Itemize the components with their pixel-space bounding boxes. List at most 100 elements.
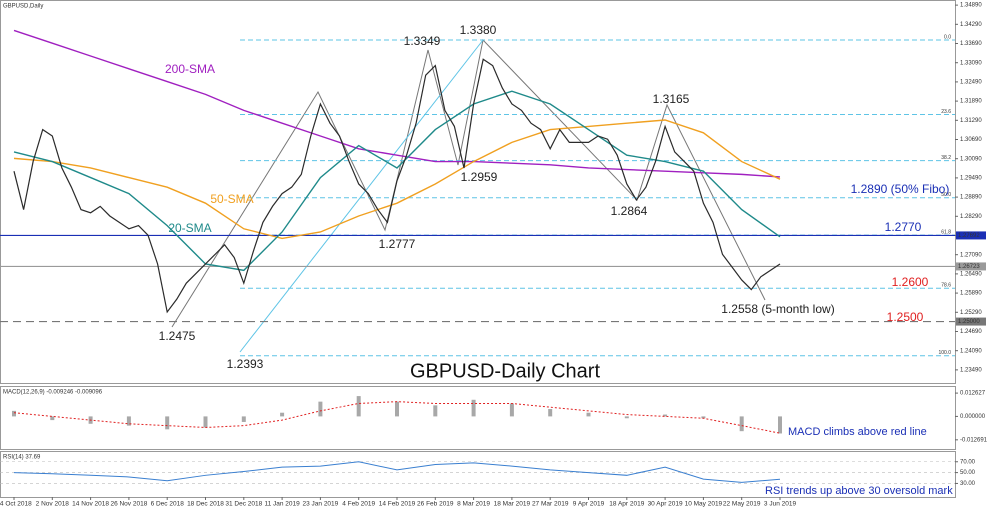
macd-bar <box>280 412 285 417</box>
rsi-panel <box>0 451 956 498</box>
x-tick-label: 18 Apr 2019 <box>609 501 644 508</box>
annotation: 1.2600 <box>892 275 929 289</box>
rsi-line <box>13 461 781 483</box>
y-tick-label: 1.31890 <box>960 99 982 105</box>
fib-anchor-line <box>239 39 484 353</box>
signal-line <box>13 401 781 434</box>
y-tick-label: 1.24690 <box>960 329 982 335</box>
fib-label: 0.0 <box>944 34 951 40</box>
x-tick-label: 18 Dec 2018 <box>187 501 224 508</box>
y-tick-label: 1.30090 <box>960 156 982 162</box>
annotation: 20-SMA <box>168 221 211 235</box>
y-tick-label: 1.33090 <box>960 60 982 66</box>
rsi-title: RSI(14) 37.69 <box>3 455 41 461</box>
x-tick-label: 27 Mar 2019 <box>532 501 569 508</box>
annotation: 1.2864 <box>611 204 648 218</box>
annotation: 1.2770 <box>885 220 922 234</box>
y-tick-label: 1.30690 <box>960 137 982 143</box>
y-tick-label: 50.00 <box>960 470 976 476</box>
macd-bar <box>624 416 629 419</box>
x-tick-label: 23 Jan 2019 <box>303 501 339 508</box>
x-tick-label: 26 Feb 2019 <box>417 501 454 508</box>
rsi-annotation: RSI trends up above 30 oversold mark <box>765 485 953 497</box>
y-tick-label: 1.34890 <box>960 3 982 9</box>
x-tick-label: 6 Dec 2018 <box>151 501 185 508</box>
y-tick-label: 0.000000 <box>960 414 986 420</box>
macd-bar <box>356 396 361 417</box>
x-tick-label: 2 Nov 2018 <box>36 501 70 508</box>
level-badge <box>956 262 986 271</box>
x-tick-label: 30 Apr 2019 <box>648 501 683 508</box>
x-tick-label: 18 Mar 2019 <box>494 501 531 508</box>
annotation: 1.2393 <box>227 357 264 371</box>
annotation: 1.2558 (5-month low) <box>721 302 834 316</box>
level-badge <box>956 231 986 240</box>
annotation: 50-SMA <box>210 192 253 206</box>
macd-bar <box>318 401 323 417</box>
macd-bar <box>12 410 16 417</box>
annotation: 1.2959 <box>461 170 498 184</box>
macd-bar <box>778 416 782 434</box>
y-tick-label: 30.00 <box>960 481 976 487</box>
y-tick-label: 1.34290 <box>960 22 982 28</box>
macd-bar <box>663 414 668 417</box>
annotation: 1.2890 (50% Fibo) <box>851 182 950 196</box>
macd-bar <box>548 409 553 417</box>
x-tick-label: 26 Nov 2018 <box>110 501 147 508</box>
macd-panel <box>0 386 956 450</box>
annotation: 1.2475 <box>159 329 196 343</box>
annotation: 1.2777 <box>379 237 416 251</box>
macd-bar <box>241 416 246 422</box>
moving-average <box>13 119 781 240</box>
macd-bar <box>471 399 476 417</box>
level-badge-label: 1.25000 <box>958 319 980 325</box>
y-tick-label: 1.28890 <box>960 195 982 201</box>
price-panel <box>0 0 956 384</box>
x-tick-label: 14 Feb 2019 <box>379 501 416 508</box>
level-badge-label: 1.27692 <box>958 233 980 239</box>
chart-title: GBPUSD-Daily Chart <box>410 360 600 382</box>
macd-bar <box>739 416 744 432</box>
y-tick-label: 1.28290 <box>960 214 982 220</box>
fib-label: 50.0 <box>941 192 951 198</box>
y-tick-label: 1.23490 <box>960 367 982 373</box>
macd-bar <box>701 416 706 419</box>
macd-bar <box>509 403 514 417</box>
moving-average <box>13 90 781 272</box>
x-tick-label: 31 Dec 2018 <box>225 501 262 508</box>
y-tick-label: 70.00 <box>960 459 976 465</box>
x-tick-label: 11 Jan 2019 <box>264 501 300 508</box>
y-tick-label: 1.29490 <box>960 175 982 181</box>
macd-bar <box>165 416 170 430</box>
y-tick-label: 1.32490 <box>960 79 982 85</box>
x-tick-label: 3 Jun 2019 <box>764 501 797 508</box>
y-tick-label: 1.25290 <box>960 310 982 316</box>
macd-bar <box>203 416 208 428</box>
chart-subtitle: GBPUSD,Daily <box>3 4 43 10</box>
y-tick-label: 0.012627 <box>960 391 986 397</box>
y-tick-label: 1.27090 <box>960 252 982 258</box>
level-badge <box>956 317 986 326</box>
price-line <box>13 58 781 314</box>
y-tick-label: 1.24090 <box>960 348 982 354</box>
fib-label: 61.8 <box>941 230 951 236</box>
fib-label: 38.2 <box>941 155 951 161</box>
macd-bar <box>586 412 591 417</box>
y-tick-label: 1.25890 <box>960 291 982 297</box>
y-tick-label: -0.012691 <box>960 437 988 443</box>
x-tick-label: 22 May 2019 <box>723 501 761 508</box>
macd-bar <box>395 401 399 417</box>
macd-bar <box>126 416 131 426</box>
fib-label: 78.6 <box>941 283 951 289</box>
y-tick-label: 1.26490 <box>960 271 982 277</box>
annotation: 200-SMA <box>165 62 215 76</box>
fib-label: 100.0 <box>938 350 951 356</box>
x-tick-label: 8 Mar 2019 <box>457 501 490 508</box>
annotation: 1.3349 <box>404 34 441 48</box>
y-tick-label: 1.31290 <box>960 118 982 124</box>
macd-title: MACD(12,26,9) -0.009246 -0.009096 <box>3 390 103 396</box>
fib-label: 23.6 <box>941 109 951 115</box>
x-tick-label: 4 Feb 2019 <box>342 501 375 508</box>
x-tick-label: 14 Nov 2018 <box>72 501 109 508</box>
